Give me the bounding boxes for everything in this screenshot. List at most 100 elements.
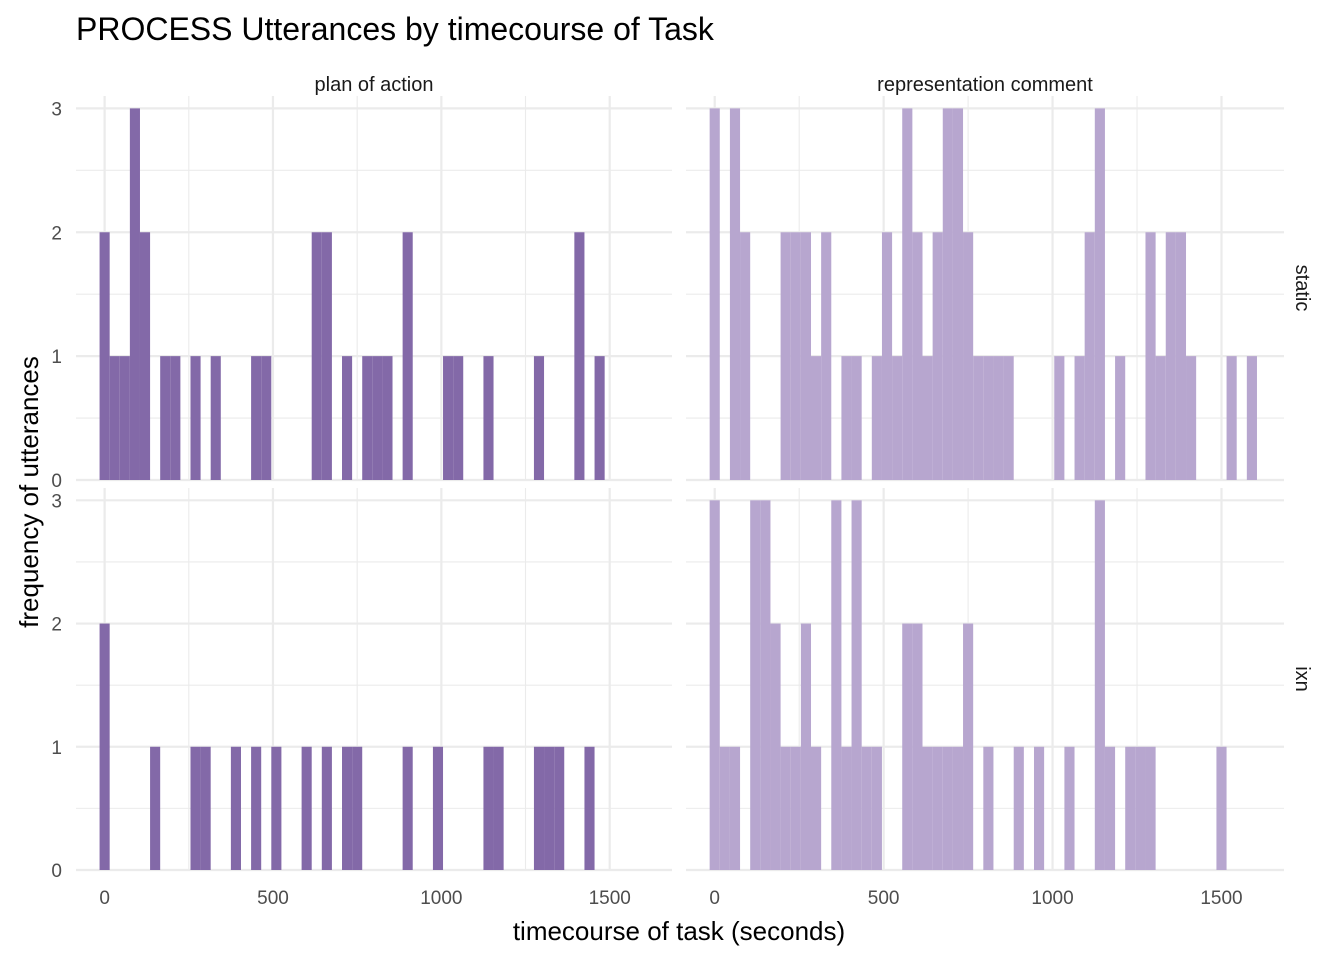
histogram-bar <box>99 232 110 480</box>
histogram-bar <box>871 746 882 870</box>
histogram-bar <box>594 356 605 480</box>
histogram-bar <box>1226 356 1237 480</box>
histogram-bar <box>1115 356 1126 480</box>
histogram-bar <box>382 356 393 480</box>
histogram-bar <box>109 356 120 480</box>
histogram-bar <box>800 232 812 480</box>
histogram-bar <box>902 623 913 870</box>
x-tick-label: 1500 <box>589 888 631 909</box>
histogram-bar <box>1186 356 1197 480</box>
chart-title: PROCESS Utterances by timecourse of Task <box>76 11 715 47</box>
histogram-bar <box>311 232 322 480</box>
histogram-bar <box>533 356 545 480</box>
histogram-bar <box>1033 746 1045 870</box>
x-tick-label: 0 <box>709 888 720 909</box>
histogram-bar <box>963 232 974 480</box>
histogram-bar <box>139 232 151 480</box>
histogram-bar <box>729 108 741 481</box>
tick-labels: plan of action representation comment stat… <box>51 74 1313 909</box>
histogram-bar <box>912 623 923 870</box>
histogram-bar <box>190 356 201 480</box>
histogram-bar <box>402 232 413 480</box>
y-tick-label: 1 <box>51 738 62 759</box>
histogram-bar <box>780 746 791 870</box>
histogram-bar <box>1064 746 1075 870</box>
facet-label-static: static <box>1291 265 1313 312</box>
x-tick-label: 500 <box>257 888 289 909</box>
histogram-bar <box>352 746 363 870</box>
histogram-bar <box>251 746 262 870</box>
histogram-bar <box>831 500 842 870</box>
y-tick-label: 0 <box>51 471 62 492</box>
histogram-bar <box>493 746 504 870</box>
panel-bars-ixn-plan-of-action <box>99 623 595 870</box>
histogram-bar <box>372 356 383 480</box>
histogram-bar <box>993 356 1004 480</box>
histogram-bar <box>1054 356 1065 480</box>
histogram-bar <box>544 746 555 870</box>
histogram-bar <box>811 746 822 870</box>
histogram-bar <box>790 746 801 870</box>
histogram-bar <box>942 746 953 870</box>
histogram-bar <box>973 356 984 480</box>
histogram-bar <box>841 356 852 480</box>
facet-label-plan-of-action: plan of action <box>315 74 434 96</box>
histogram-bar <box>922 356 933 480</box>
histogram-bar <box>1216 746 1227 870</box>
histogram-bar <box>1013 746 1024 870</box>
y-axis-title: frequency of utterances <box>14 356 44 628</box>
histogram-bar <box>321 746 332 870</box>
histogram-bar <box>483 746 494 870</box>
histogram-bar <box>841 746 852 870</box>
histogram-bar <box>871 356 882 480</box>
panels <box>76 96 1284 872</box>
histogram-bar <box>342 746 353 870</box>
histogram-bar <box>811 356 822 480</box>
histogram-bar <box>740 232 751 480</box>
x-tick-label: 1000 <box>420 888 462 909</box>
histogram-bar <box>932 746 943 870</box>
y-tick-label: 1 <box>51 347 62 368</box>
histogram-bar <box>983 356 994 480</box>
histogram-bar <box>230 746 241 870</box>
histogram-bar <box>210 356 221 480</box>
panel-grid-static-plan-of-action <box>76 96 672 482</box>
histogram-bar <box>963 623 974 870</box>
histogram-bar <box>271 746 282 870</box>
histogram-bar <box>251 356 262 480</box>
histogram-bar <box>129 108 140 481</box>
histogram-bar <box>362 356 373 480</box>
histogram-bar <box>851 500 862 870</box>
y-tick-label: 3 <box>51 99 62 120</box>
y-tick-label: 2 <box>51 615 62 636</box>
histogram-bar <box>760 500 771 870</box>
histogram-bar <box>892 356 903 480</box>
histogram-bar <box>1094 500 1105 870</box>
histogram-bar <box>750 500 761 870</box>
histogram-bar <box>584 746 595 870</box>
histogram-bar <box>453 356 464 480</box>
histogram-bar <box>1145 232 1156 480</box>
histogram-bar <box>912 232 923 480</box>
y-tick-label: 3 <box>51 491 62 512</box>
histogram-bar <box>800 623 812 870</box>
x-tick-label: 500 <box>868 888 900 909</box>
histogram-bar <box>709 500 720 870</box>
histogram-bar <box>1175 232 1187 480</box>
histogram-bar <box>1135 746 1146 870</box>
histogram-bar <box>160 356 171 480</box>
x-tick-label: 1500 <box>1200 888 1242 909</box>
histogram-bar <box>790 232 801 480</box>
y-tick-label: 0 <box>51 861 62 882</box>
x-axis-title: timecourse of task (seconds) <box>513 916 845 946</box>
histogram-bar <box>942 108 953 481</box>
x-tick-label: 0 <box>99 888 110 909</box>
histogram-bar <box>952 108 964 481</box>
histogram-bar <box>443 356 454 480</box>
y-tick-label: 2 <box>51 223 62 244</box>
histogram-bar <box>1246 356 1257 480</box>
histogram-bar <box>729 746 741 870</box>
facet-label-representation-comment: representation comment <box>877 74 1093 96</box>
facet-label-ixn: ixn <box>1291 666 1313 692</box>
histogram-bar <box>902 108 913 481</box>
